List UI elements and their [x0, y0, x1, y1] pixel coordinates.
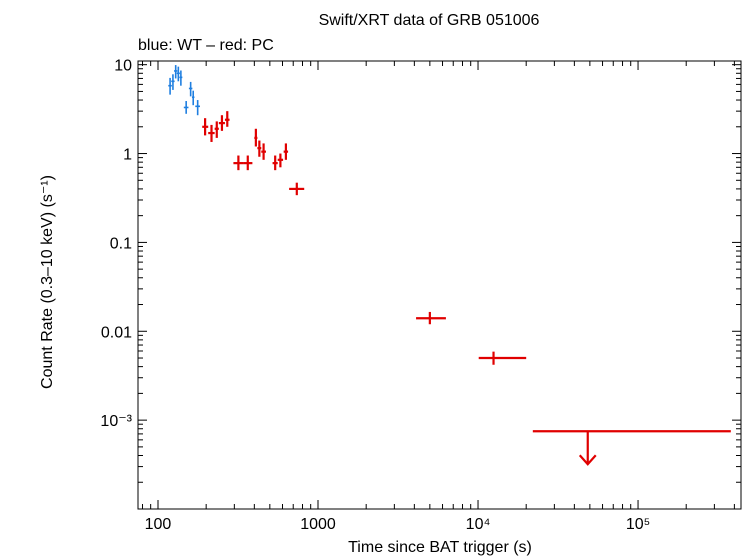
y-axis-label: Count Rate (0.3–10 keV) (s⁻¹) [39, 175, 56, 389]
upper-limit-arrow-head [578, 454, 597, 466]
pc-data-point [416, 311, 446, 325]
wt-data-point [188, 81, 193, 97]
data-marks-group [168, 65, 731, 466]
x-tick-label: 10⁵ [626, 516, 650, 533]
axes-group: 100 1000 10⁴ 10⁵ 10 1 0.1 0.01 10⁻³ [100, 58, 741, 533]
pc-data-point [257, 140, 262, 157]
pc-data-point [254, 128, 258, 147]
wt-data-point [183, 101, 189, 114]
wt-data-point [171, 74, 175, 90]
pc-data-point [272, 155, 278, 171]
x-tick-label: 100 [145, 516, 172, 533]
y-tick-label: 10⁻³ [100, 413, 132, 430]
y-tick-label: 1 [123, 147, 132, 164]
pc-data-point [233, 155, 244, 171]
pc-data-point [214, 121, 219, 138]
pc-data-point [218, 115, 225, 131]
chart-subtitle: blue: WT – red: PC [138, 37, 274, 54]
wt-data-point [174, 65, 178, 79]
y-tick-label: 0.1 [110, 235, 132, 252]
chart-title: Swift/XRT data of GRB 051006 [319, 12, 540, 29]
wt-data-point [195, 100, 200, 116]
x-axis-label: Time since BAT trigger (s) [348, 539, 532, 556]
x-tick-label: 10⁴ [466, 516, 491, 533]
pc-data-point [261, 143, 266, 160]
wt-data-point [168, 77, 172, 95]
upper-limit-marker [532, 430, 731, 466]
x-tick-label: 1000 [300, 516, 336, 533]
wt-data-point [191, 90, 195, 106]
wt-data-point [176, 66, 180, 82]
y-tick-label: 0.01 [101, 324, 132, 341]
pc-data-point [277, 153, 284, 168]
plot-frame [137, 60, 742, 510]
pc-data-point [283, 143, 289, 160]
wt-data-point [179, 70, 183, 86]
pc-data-point [224, 111, 230, 127]
pc-data-point [478, 351, 527, 365]
pc-data-point [202, 118, 209, 136]
pc-data-point [208, 124, 215, 142]
y-tick-label: 10 [114, 58, 132, 75]
pc-data-point [243, 155, 253, 171]
pc-data-point [289, 182, 305, 196]
